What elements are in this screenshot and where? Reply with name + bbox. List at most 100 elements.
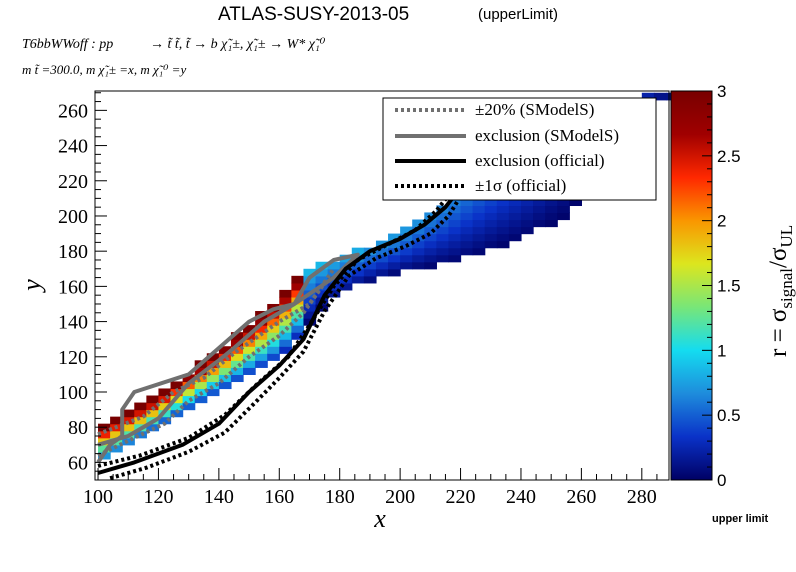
heatmap-cell bbox=[255, 325, 268, 333]
heatmap-cell bbox=[460, 233, 474, 242]
heatmap-cell bbox=[412, 254, 425, 263]
heatmap-cell bbox=[303, 282, 317, 291]
heatmap-cell bbox=[557, 212, 570, 221]
heatmap-cell bbox=[267, 325, 280, 333]
z-tick-label: 2 bbox=[717, 212, 726, 231]
heatmap-cell bbox=[267, 353, 280, 361]
heatmap-cell bbox=[508, 198, 522, 207]
heatmap-cell bbox=[110, 416, 123, 425]
process-prefix: T6bbWWoff : pp bbox=[22, 37, 113, 52]
heatmap-cell bbox=[363, 268, 377, 277]
legend-label-smodels-20pct: ±20% (SModelS) bbox=[475, 100, 594, 119]
heatmap-cell bbox=[448, 240, 462, 249]
x-tick-label: 100 bbox=[83, 486, 113, 508]
heatmap-cell bbox=[448, 219, 462, 228]
heatmap-cell bbox=[303, 303, 317, 312]
heatmap-cell bbox=[122, 416, 135, 425]
heatmap-cell bbox=[472, 247, 486, 256]
heatmap-cell bbox=[194, 367, 208, 375]
heatmap-cell bbox=[400, 226, 413, 235]
heatmap-cell bbox=[424, 219, 437, 228]
curve-4 bbox=[97, 186, 457, 468]
heatmap-cell bbox=[436, 233, 450, 242]
heatmap-cell bbox=[218, 374, 232, 383]
heatmap-cell bbox=[484, 233, 498, 242]
colorbar-axis: 0 0.5 1 1.5 2 2.5 3 bbox=[702, 82, 741, 490]
heatmap-cell bbox=[218, 381, 232, 390]
x-tick-label: 280 bbox=[627, 486, 657, 508]
heatmap-cell bbox=[158, 388, 172, 397]
heatmap-cell bbox=[460, 240, 474, 249]
z-tick-label: 0.5 bbox=[717, 406, 741, 425]
heatmap-cell bbox=[412, 219, 425, 228]
heatmap-cell bbox=[339, 282, 353, 291]
heatmap-cell bbox=[291, 318, 305, 326]
heatmap-cell bbox=[182, 402, 196, 411]
heatmap-cell bbox=[412, 247, 425, 256]
heatmap-cell bbox=[243, 346, 256, 354]
legend-box bbox=[382, 97, 657, 201]
heatmap-cell bbox=[303, 268, 317, 277]
heatmap-cell bbox=[460, 247, 474, 256]
x-axis-label: x bbox=[373, 504, 386, 533]
heatmap-cell bbox=[508, 233, 522, 242]
heatmap-cell bbox=[388, 233, 401, 242]
heatmap-cell bbox=[496, 219, 510, 228]
heatmap-cell bbox=[424, 261, 437, 270]
heatmap-cell bbox=[508, 212, 522, 221]
heatmap-cell bbox=[496, 240, 510, 249]
heatmap-cell bbox=[255, 353, 268, 361]
z-tick-label: 3 bbox=[717, 82, 726, 101]
heatmap-cell bbox=[496, 233, 510, 242]
heatmap-cell bbox=[182, 388, 196, 397]
heatmap-cell bbox=[569, 198, 582, 207]
heatmap-cell bbox=[194, 374, 208, 383]
heatmap-cell bbox=[98, 430, 111, 439]
heatmap-cell bbox=[243, 367, 256, 375]
heatmap-cell bbox=[412, 240, 425, 249]
x-tick-label: 260 bbox=[566, 486, 596, 508]
heatmap-cell bbox=[351, 247, 365, 256]
heatmap-cell bbox=[315, 268, 329, 277]
heatmap-cell bbox=[206, 388, 220, 397]
x-tick-label: 220 bbox=[446, 486, 476, 508]
heatmap-cell bbox=[484, 226, 498, 235]
heatmap-cell bbox=[134, 416, 147, 425]
y-tick-label: 120 bbox=[58, 347, 88, 369]
heatmap-cell bbox=[424, 233, 437, 242]
heatmap-cell bbox=[472, 205, 486, 214]
heatmap-cell bbox=[520, 226, 534, 235]
heatmap-cell bbox=[194, 395, 208, 404]
heatmap-cell bbox=[412, 261, 425, 270]
heatmap-cell bbox=[351, 268, 365, 277]
heatmap-cell bbox=[557, 205, 570, 214]
heatmap-cell bbox=[400, 254, 413, 263]
heatmap-cell bbox=[448, 254, 462, 263]
x-axis: 100 120 140 160 180 200 220 240 260 280 bbox=[83, 468, 658, 508]
heatmap-cell bbox=[267, 332, 280, 340]
heatmap-cell bbox=[448, 226, 462, 235]
heatmap-cell bbox=[484, 198, 498, 207]
heatmap-cell bbox=[170, 409, 184, 418]
heatmap-cell bbox=[243, 339, 256, 347]
heatmap-cell bbox=[351, 261, 365, 270]
heatmap-cell bbox=[472, 219, 486, 228]
x-tick-label: 160 bbox=[264, 486, 294, 508]
y-axis-label: y bbox=[17, 279, 46, 294]
heatmap-cell bbox=[363, 261, 377, 270]
heatmap-cell bbox=[158, 416, 172, 425]
heatmap-cell bbox=[472, 198, 486, 207]
heatmap-cell bbox=[460, 198, 474, 207]
heatmap-cell bbox=[279, 289, 292, 298]
heatmap-cell bbox=[460, 226, 474, 235]
heatmap-cell bbox=[508, 226, 522, 235]
heatmap-cell bbox=[122, 423, 135, 432]
heatmap-cell bbox=[255, 339, 268, 347]
y-tick-label: 260 bbox=[58, 100, 88, 122]
heatmap-cell bbox=[424, 247, 437, 256]
heatmap-cell bbox=[134, 409, 147, 418]
heatmap-cell bbox=[508, 219, 522, 228]
heatmap-cell bbox=[472, 226, 486, 235]
heatmap-cell bbox=[363, 254, 377, 263]
heatmap-cell bbox=[388, 247, 401, 256]
